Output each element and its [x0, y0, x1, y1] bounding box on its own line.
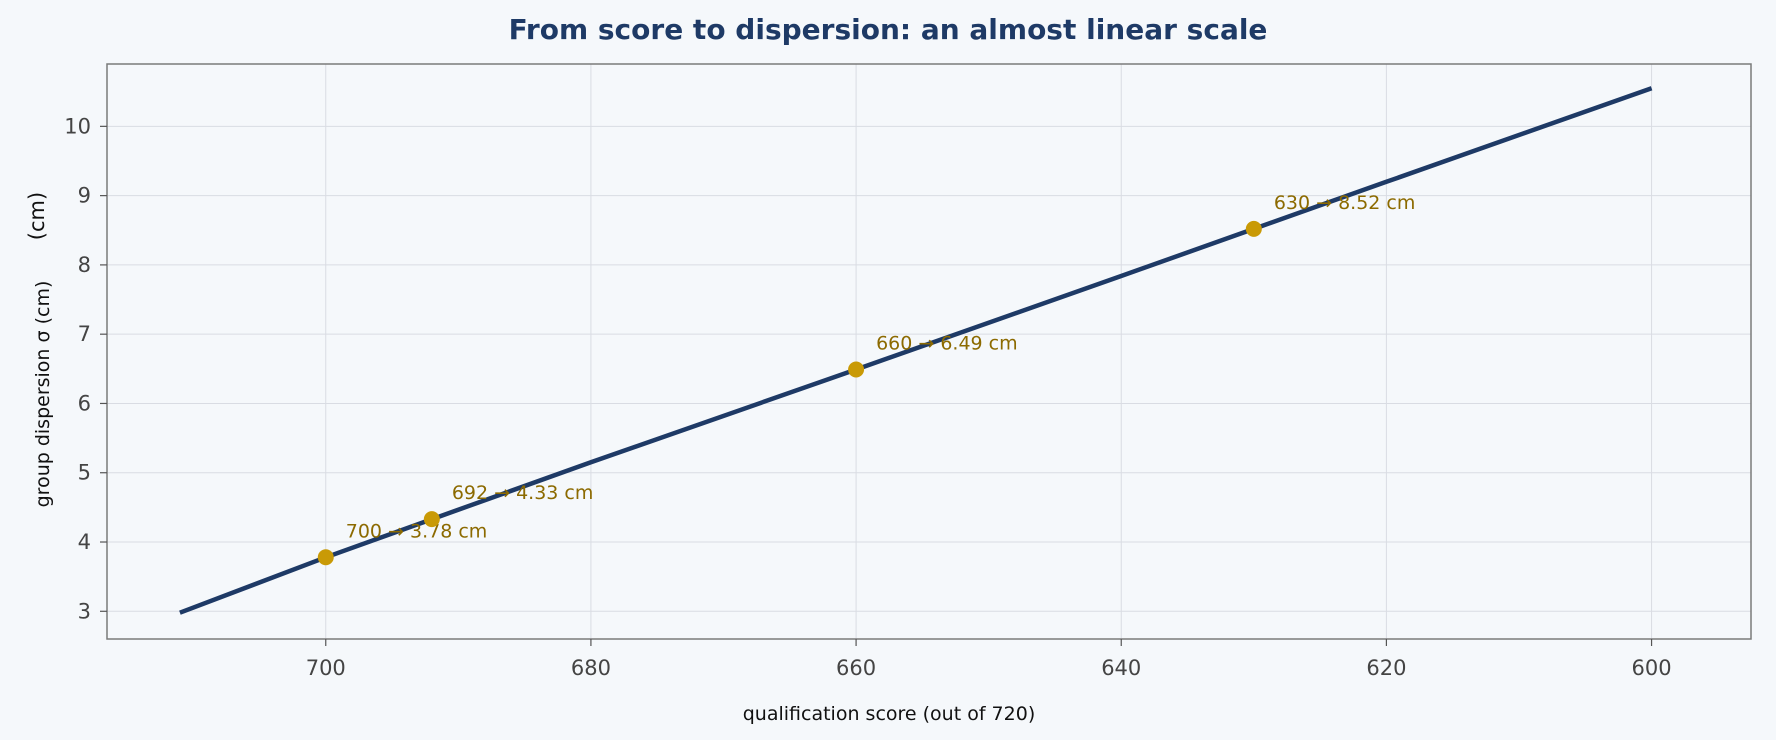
- x-tick-label: 600: [1632, 656, 1672, 680]
- highlight-label: 700 → 3.78 cm: [346, 520, 488, 542]
- y-tick-label: 10: [64, 114, 91, 138]
- highlight-point: [848, 361, 865, 378]
- y-tick-label: 8: [78, 253, 91, 277]
- x-tick-label: 700: [306, 656, 346, 680]
- x-tick-label: 640: [1101, 656, 1141, 680]
- highlight-layer: 700 → 3.78 cm 692 → 4.33 cm 660 → 6.49 cm 6…: [317, 192, 1416, 566]
- highlight-point: [1245, 220, 1262, 237]
- y-axis-unit-label: (cm): [25, 192, 49, 240]
- y-tick-label: 6: [78, 391, 91, 415]
- highlight-point: [423, 511, 440, 528]
- chart-title: From score to dispersion: an almost line…: [509, 13, 1268, 46]
- grid: [107, 64, 1751, 639]
- y-axis-label: group dispersion σ (cm): [32, 281, 54, 508]
- x-tick-label: 660: [836, 656, 876, 680]
- x-axis-label: qualification score (out of 720): [743, 703, 1036, 725]
- x-tick-label: 620: [1366, 656, 1406, 680]
- y-tick-label: 7: [78, 322, 91, 346]
- plot-frame: [106, 63, 1752, 640]
- highlight-label: 692 → 4.33 cm: [452, 482, 594, 504]
- highlight-label: 630 → 8.52 cm: [1274, 192, 1416, 214]
- y-tick-label: 4: [78, 530, 91, 554]
- x-axis-ticks: 700 680 660 640 620 600: [306, 639, 1672, 680]
- y-tick-label: 9: [78, 184, 91, 208]
- x-tick-label: 680: [571, 656, 611, 680]
- highlight-point: [317, 549, 334, 566]
- y-axis-ticks: 3 4 5 6 7 8 9 10: [64, 114, 107, 623]
- y-tick-label: 5: [78, 461, 91, 485]
- y-tick-label: 3: [78, 599, 91, 623]
- highlight-label: 660 → 6.49 cm: [876, 333, 1018, 355]
